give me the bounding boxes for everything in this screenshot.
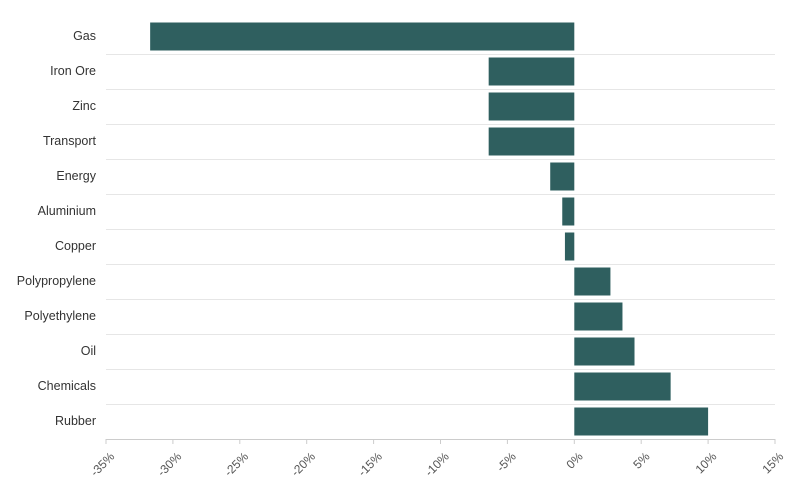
category-label: Zinc	[72, 99, 96, 113]
bar-polyethylene	[574, 302, 623, 331]
x-tick-label: 5%	[630, 449, 652, 471]
x-tick-label: -15%	[355, 449, 385, 479]
bar-copper	[564, 232, 575, 261]
category-label: Transport	[43, 134, 97, 148]
category-label: Energy	[56, 169, 96, 183]
bar-aluminium	[562, 197, 575, 226]
category-labels: Gas Iron Ore Zinc Transport Energy Aluminium C…	[17, 29, 97, 428]
x-tick-label: -10%	[422, 449, 452, 479]
x-tick-label: -5%	[494, 449, 519, 474]
x-tick-label: -35%	[88, 449, 118, 479]
x-axis-ticks: -35% -30% -25% -20% -15% -10% -5% 0% 5% 10% 15%	[88, 439, 787, 479]
bar-polypropylene	[574, 267, 611, 296]
bar-chemicals	[574, 372, 671, 401]
category-label: Iron Ore	[50, 64, 96, 78]
bar-rubber	[574, 407, 709, 436]
category-label: Oil	[81, 344, 96, 358]
bars	[150, 22, 709, 436]
x-tick-label: 15%	[759, 449, 786, 476]
x-tick-label: 0%	[563, 449, 585, 471]
category-label: Rubber	[55, 414, 96, 428]
x-tick-label: -20%	[288, 449, 318, 479]
x-tick-label: -30%	[155, 449, 185, 479]
x-tick-label: -25%	[221, 449, 251, 479]
category-label: Gas	[73, 29, 96, 43]
category-label: Aluminium	[38, 204, 96, 218]
bar-iron-ore	[488, 57, 575, 86]
bar-transport	[488, 127, 575, 156]
category-label: Polyethylene	[24, 309, 96, 323]
bar-gas	[150, 22, 575, 51]
bar-oil	[574, 337, 635, 366]
row-separators	[106, 54, 775, 405]
category-label: Chemicals	[38, 379, 96, 393]
bar-zinc	[488, 92, 575, 121]
x-tick-label: 10%	[693, 449, 720, 476]
category-label: Copper	[55, 239, 96, 253]
bar-energy	[550, 162, 575, 191]
category-label: Polypropylene	[17, 274, 96, 288]
